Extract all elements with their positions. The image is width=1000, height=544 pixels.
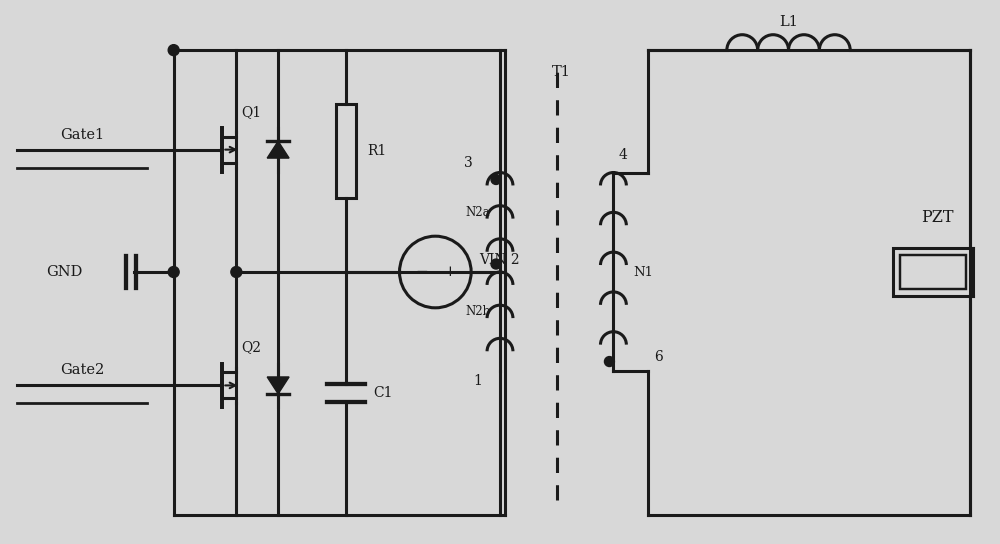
Text: L1: L1	[779, 15, 798, 29]
Bar	[893, 248, 973, 296]
Text: PZT: PZT	[922, 209, 954, 226]
Circle shape	[604, 356, 614, 367]
Circle shape	[168, 45, 179, 55]
Polygon shape	[267, 141, 289, 158]
Text: 4: 4	[619, 147, 628, 162]
Text: 1: 1	[474, 374, 483, 388]
Circle shape	[491, 259, 501, 269]
Circle shape	[491, 175, 501, 184]
Text: 3: 3	[464, 156, 473, 170]
Text: Gate2: Gate2	[60, 363, 105, 378]
Text: +: +	[443, 265, 456, 279]
Text: C1: C1	[374, 386, 393, 400]
Text: N2a: N2a	[466, 206, 490, 219]
Text: GND: GND	[46, 265, 82, 279]
Text: Gate1: Gate1	[60, 128, 104, 141]
Text: −: −	[415, 265, 428, 279]
Polygon shape	[267, 377, 289, 394]
Bar	[900, 255, 966, 289]
Text: Q1: Q1	[241, 105, 261, 119]
Text: Q2: Q2	[241, 341, 261, 355]
Text: 6: 6	[654, 350, 663, 363]
Bar	[336, 104, 356, 199]
Text: VIN 2: VIN 2	[479, 253, 520, 267]
Text: R1: R1	[368, 144, 387, 158]
Text: N1: N1	[633, 265, 653, 279]
Circle shape	[231, 267, 242, 277]
Text: T1: T1	[552, 65, 571, 79]
Circle shape	[168, 267, 179, 277]
Text: N2b: N2b	[465, 305, 491, 318]
